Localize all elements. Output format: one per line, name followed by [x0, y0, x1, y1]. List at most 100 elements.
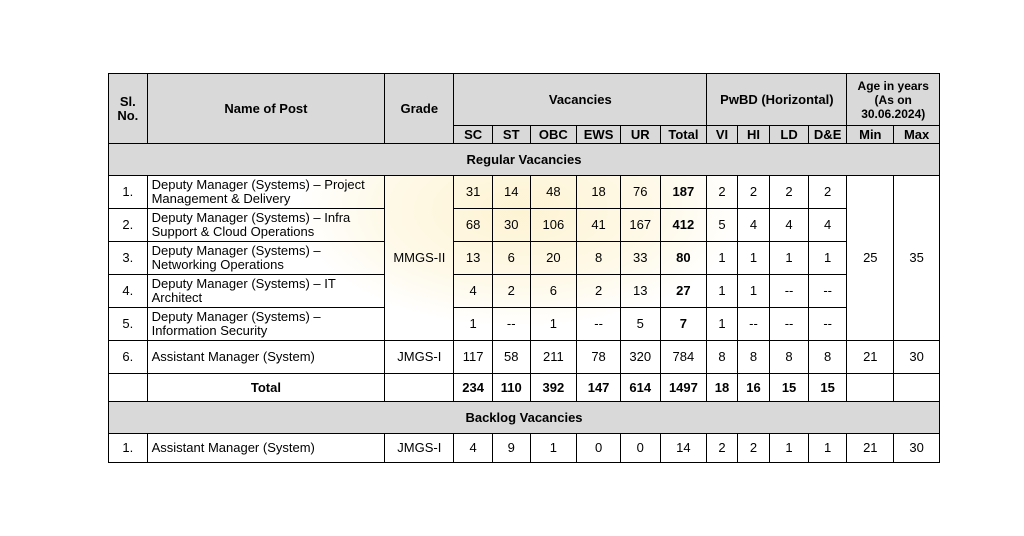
- obc-cell: 1: [529, 433, 578, 463]
- age-min-cell: 21: [846, 340, 895, 374]
- header-ews: EWS: [576, 125, 621, 144]
- section-title: Backlog Vacancies: [108, 401, 940, 434]
- obc-cell: 48: [529, 175, 578, 209]
- de-cell: 1: [807, 241, 848, 275]
- header-pwbd: PwBD (Horizontal): [706, 73, 848, 126]
- grade-cell: MMGS-II: [384, 175, 455, 341]
- empty-cell: [108, 373, 148, 402]
- section-title: Regular Vacancies: [108, 143, 940, 176]
- empty-cell: [846, 373, 895, 402]
- age-max-cell: 35: [893, 175, 940, 341]
- st-cell: 110: [491, 373, 531, 402]
- hi-cell: 1: [736, 274, 771, 308]
- st-cell: --: [491, 307, 531, 341]
- vi-cell: 1: [706, 307, 738, 341]
- total-cell: 784: [659, 340, 708, 374]
- sl-no: 4.: [108, 274, 148, 308]
- st-cell: 30: [491, 208, 531, 242]
- vi-cell: 18: [706, 373, 738, 402]
- post-name: Assistant Manager (System): [146, 340, 386, 374]
- sl-no: 5.: [108, 307, 148, 341]
- empty-cell: [893, 373, 940, 402]
- vi-cell: 8: [706, 340, 738, 374]
- ld-cell: 1: [769, 241, 809, 275]
- ews-cell: 18: [576, 175, 621, 209]
- age-max-cell: 30: [893, 340, 940, 374]
- vacancy-table: Sl. No. Name of Post Grade Vacancies PwB…: [108, 73, 940, 463]
- st-cell: 58: [491, 340, 531, 374]
- header-name-of-post: Name of Post: [146, 73, 386, 144]
- post-name: Assistant Manager (System): [146, 433, 386, 463]
- header-total: Total: [659, 125, 708, 144]
- post-name: Deputy Manager (Systems) – IT Architect: [146, 274, 386, 308]
- total-cell: 7: [659, 307, 708, 341]
- ews-cell: 0: [576, 433, 621, 463]
- de-cell: 2: [807, 175, 848, 209]
- ur-cell: 5: [619, 307, 661, 341]
- header-vi: VI: [706, 125, 738, 144]
- hi-cell: 16: [736, 373, 771, 402]
- ur-cell: 0: [619, 433, 661, 463]
- de-cell: 15: [807, 373, 848, 402]
- age-min-cell: 21: [846, 433, 895, 463]
- header-ld: LD: [769, 125, 809, 144]
- age-min-cell: 25: [846, 175, 895, 341]
- sl-no: 2.: [108, 208, 148, 242]
- ld-cell: --: [769, 307, 809, 341]
- obc-cell: 1: [529, 307, 578, 341]
- total-label: Total: [146, 373, 386, 402]
- hi-cell: 2: [736, 433, 771, 463]
- age-max-cell: 30: [893, 433, 940, 463]
- obc-cell: 392: [529, 373, 578, 402]
- post-name: Deputy Manager (Systems) – Project Manag…: [146, 175, 386, 209]
- ur-cell: 167: [619, 208, 661, 242]
- sc-cell: 117: [453, 340, 493, 374]
- obc-cell: 106: [529, 208, 578, 242]
- ews-cell: 78: [576, 340, 621, 374]
- ur-cell: 33: [619, 241, 661, 275]
- ur-cell: 320: [619, 340, 661, 374]
- vi-cell: 1: [706, 274, 738, 308]
- ews-cell: 8: [576, 241, 621, 275]
- total-cell: 412: [659, 208, 708, 242]
- st-cell: 9: [491, 433, 531, 463]
- total-cell: 27: [659, 274, 708, 308]
- total-cell: 187: [659, 175, 708, 209]
- table-row: 2. Deputy Manager (Systems) – Infra Supp…: [108, 208, 940, 242]
- ur-cell: 76: [619, 175, 661, 209]
- de-cell: 1: [807, 433, 848, 463]
- table-row: 1. Deputy Manager (Systems) – Project Ma…: [108, 175, 940, 341]
- ews-cell: 2: [576, 274, 621, 308]
- post-name: Deputy Manager (Systems) – Infra Support…: [146, 208, 386, 242]
- ur-cell: 13: [619, 274, 661, 308]
- header-de: D&E: [807, 125, 848, 144]
- de-cell: --: [807, 274, 848, 308]
- ld-cell: 2: [769, 175, 809, 209]
- de-cell: 4: [807, 208, 848, 242]
- vi-cell: 2: [706, 175, 738, 209]
- ews-cell: --: [576, 307, 621, 341]
- ld-cell: 8: [769, 340, 809, 374]
- sc-cell: 4: [453, 274, 493, 308]
- hi-cell: 4: [736, 208, 771, 242]
- hi-cell: 8: [736, 340, 771, 374]
- sc-cell: 1: [453, 307, 493, 341]
- section-backlog: Backlog Vacancies: [108, 401, 940, 434]
- sc-cell: 13: [453, 241, 493, 275]
- table-row: 6. Assistant Manager (System) JMGS-I 117…: [108, 340, 940, 374]
- header-sl-no: Sl. No.: [108, 73, 148, 144]
- header-st: ST: [491, 125, 531, 144]
- table-row: 4. Deputy Manager (Systems) – IT Archite…: [108, 274, 940, 308]
- hi-cell: --: [736, 307, 771, 341]
- header-max: Max: [893, 125, 940, 144]
- section-regular: Regular Vacancies: [108, 143, 940, 176]
- grade-cell: JMGS-I: [384, 433, 455, 463]
- ews-cell: 41: [576, 208, 621, 242]
- st-cell: 14: [491, 175, 531, 209]
- table-row: 3. Deputy Manager (Systems) – Networking…: [108, 241, 940, 275]
- header-grade: Grade: [384, 73, 455, 144]
- sl-no: 1.: [108, 433, 148, 463]
- vi-cell: 2: [706, 433, 738, 463]
- sc-cell: 31: [453, 175, 493, 209]
- vi-cell: 1: [706, 241, 738, 275]
